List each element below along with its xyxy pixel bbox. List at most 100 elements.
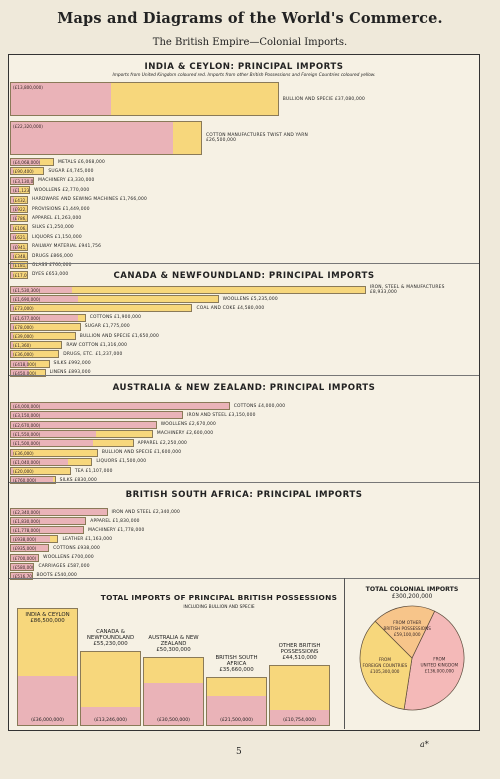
uk-share-fill: [11, 224, 13, 231]
import-label-text: IRON, STEEL & MANUFACTURES: [369, 285, 445, 290]
canada-section-title: CANADA & NEWFOUNDLAND: PRINCIPAL IMPORTS: [113, 271, 375, 281]
import-label: SILKS £1,250,000: [32, 225, 74, 231]
import-label: BULLION AND SPECIE £1,600,000: [101, 450, 182, 455]
pie-slice: [374, 605, 436, 659]
import-label: COTTONS £1,900,000: [89, 315, 142, 321]
total-uk-value: (£10,754,000): [283, 718, 316, 723]
pie-slice: [359, 620, 413, 710]
import-bar: (£1,123,000): [10, 186, 31, 195]
import-label: SUGAR £1,775,000: [84, 324, 130, 330]
pie-slice-label: FROM: [379, 657, 392, 662]
import-bar: (£786,000): [10, 214, 28, 223]
total-uk-fill: [270, 710, 329, 725]
uk-share-value: (£39,000): [13, 334, 34, 339]
uk-share-value: (£922,000): [13, 207, 27, 212]
import-label-text: COTTON MANUFACTURES TWIST AND YARN: [206, 133, 308, 138]
uk-share-fill: [11, 287, 72, 293]
import-label: COAL AND COKE £4,580,000: [196, 305, 265, 311]
import-bar: (£1,500,000): [10, 439, 134, 448]
uk-share-value: (£106,000): [13, 225, 27, 231]
section-divider: [9, 482, 479, 483]
total-bar-name: CANADA & NEWFOUNDLAND: [86, 628, 135, 641]
uk-share-value: (£348,000): [13, 254, 27, 259]
uk-share-fill: [11, 187, 20, 194]
import-bar: (£3,130,000): [10, 176, 35, 185]
uk-share-value: (£580,000): [13, 564, 35, 570]
total-bar: (£30,500,000): [143, 657, 204, 726]
import-label: METALS £6,068,000: [57, 159, 106, 165]
uk-share-value: (£418,000): [13, 361, 37, 367]
uk-share-value: (£3,130,000): [13, 178, 34, 184]
colonial-imports-panel: TOTAL COLONIAL IMPORTS £300,200,000 FROM…: [345, 578, 479, 729]
import-bar: (£516,700): [10, 571, 33, 580]
import-bar: (£1,550,000): [10, 429, 153, 438]
total-uk-fill: [81, 706, 140, 725]
section-divider: [9, 263, 479, 264]
import-bar: (£450,000): [10, 368, 46, 377]
page-number: 5: [236, 747, 242, 757]
uk-share-value: (£938,000): [13, 537, 37, 543]
import-bar: (£36,000): [10, 350, 60, 359]
uk-share-value: (£17,000): [13, 272, 27, 278]
import-bar: (£4,000,000): [10, 402, 230, 410]
uk-share-fill: [11, 296, 79, 303]
page-subtitle: The British Empire—Colonial Imports.: [152, 37, 348, 48]
import-label: GLASS £760,000: [32, 262, 72, 268]
australia-section-title: AUSTRALIA & NEW ZEALAND: PRINCIPAL IMPOR…: [112, 383, 376, 393]
import-label: WOOLLENS £5,235,000: [222, 296, 278, 302]
uk-share-value: (£13,800,000): [13, 85, 43, 90]
import-bar: (£181,000): [10, 261, 28, 270]
uk-share-fill: [11, 440, 94, 447]
import-bar: (£1,690,000): [10, 295, 219, 304]
import-label: COTTONS £938,000: [53, 545, 100, 551]
import-bar: (£1,677,000): [10, 313, 86, 322]
uk-share-fill: [11, 509, 107, 515]
uk-share-value: (£1,830,000): [13, 519, 41, 525]
import-label: LIQUORS £1,150,000: [32, 234, 82, 240]
import-label: LIQUORS £1,500,000: [96, 459, 147, 465]
uk-share-fill: [11, 449, 13, 456]
total-bar-value: £86,500,000: [30, 618, 65, 624]
total-bar: (£36,000,000): [17, 608, 78, 726]
import-bar: (£1,530,300): [10, 286, 366, 294]
uk-share-fill: [11, 305, 14, 312]
uk-share-fill: [11, 360, 28, 367]
import-label: IRON, STEEL & MANUFACTURES £8,933,000: [370, 285, 445, 295]
uk-share-value: (£450,000): [13, 370, 37, 376]
total-bar-label: OTHER BRITISH POSSESSIONS £44,510,000: [269, 643, 330, 661]
import-bar: (£36,000): [10, 448, 98, 457]
uk-share-value: (£2,340,000): [13, 510, 41, 515]
uk-share-value: (£700,000): [13, 555, 37, 561]
uk-share-fill: [11, 177, 34, 184]
uk-share-fill: [11, 262, 13, 269]
total-uk-fill: [207, 695, 266, 725]
total-uk-value: (£30,500,000): [157, 718, 190, 723]
pie-slice-label: FROM: [433, 656, 446, 661]
uk-share-fill: [11, 342, 13, 349]
uk-share-fill: [11, 518, 86, 525]
uk-share-fill: [11, 168, 13, 175]
total-imports-panel: TOTAL IMPORTS OF PRINCIPAL BRITISH POSSE…: [9, 578, 345, 729]
import-label: LEATHER £1,163,000: [62, 536, 113, 542]
uk-share-value: (£432,000): [13, 197, 27, 203]
import-bar: (£938,000): [10, 535, 59, 544]
uk-share-value: (£760,000): [13, 478, 37, 484]
import-bar: (£4,068,000): [10, 158, 54, 166]
import-label: WOOLLENS £700,000: [43, 555, 94, 560]
uk-share-value: (£1,550,000): [13, 431, 41, 437]
uk-share-fill: [11, 122, 173, 154]
pie-slice-label: FROM OTHER: [393, 620, 421, 625]
uk-share-fill: [11, 253, 14, 259]
total-uk-fill: [144, 683, 203, 725]
import-label: IRON AND STEEL £3,150,000: [187, 412, 256, 418]
uk-share-value: (£786,000): [13, 216, 27, 222]
uk-share-fill: [11, 215, 17, 222]
total-bar: (£13,246,000): [80, 650, 141, 726]
uk-share-fill: [11, 563, 34, 570]
import-label: MACHINERY £1,778,000: [88, 527, 145, 533]
uk-share-value: (£1,040,000): [13, 459, 41, 465]
total-bar-name: BRITISH SOUTH AFRICA: [215, 655, 258, 668]
import-label: LINENS £893,000: [49, 370, 91, 376]
total-bar: (£21,500,000): [206, 677, 267, 726]
uk-share-fill: [11, 545, 49, 552]
